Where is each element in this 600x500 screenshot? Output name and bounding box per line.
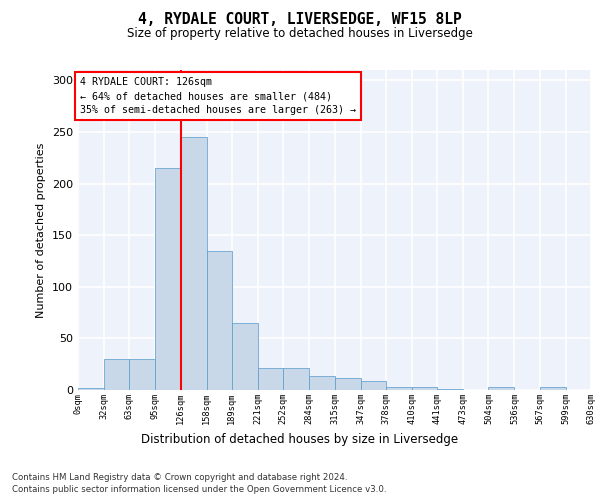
Text: Contains public sector information licensed under the Open Government Licence v3: Contains public sector information licen…: [12, 485, 386, 494]
Bar: [361, 380, 386, 390]
Text: 4 RYDALE COURT: 126sqm
← 64% of detached houses are smaller (484)
35% of semi-de: 4 RYDALE COURT: 126sqm ← 64% of detached…: [80, 77, 356, 115]
Bar: [206, 250, 232, 390]
Bar: [437, 389, 463, 390]
Bar: [335, 378, 361, 390]
Bar: [104, 359, 130, 390]
Bar: [258, 368, 283, 390]
Bar: [155, 168, 181, 390]
Text: 4, RYDALE COURT, LIVERSEDGE, WF15 8LP: 4, RYDALE COURT, LIVERSEDGE, WF15 8LP: [138, 12, 462, 28]
Bar: [488, 387, 514, 390]
Text: Size of property relative to detached houses in Liversedge: Size of property relative to detached ho…: [127, 28, 473, 40]
Bar: [412, 387, 437, 390]
Y-axis label: Number of detached properties: Number of detached properties: [37, 142, 46, 318]
Bar: [283, 368, 309, 390]
Bar: [130, 359, 155, 390]
Text: Distribution of detached houses by size in Liversedge: Distribution of detached houses by size …: [142, 432, 458, 446]
Text: Contains HM Land Registry data © Crown copyright and database right 2024.: Contains HM Land Registry data © Crown c…: [12, 472, 347, 482]
Bar: [309, 376, 335, 390]
Bar: [386, 387, 412, 390]
Bar: [591, 387, 600, 390]
Bar: [78, 388, 104, 390]
Bar: [181, 137, 206, 390]
Bar: [232, 323, 258, 390]
Bar: [540, 387, 566, 390]
